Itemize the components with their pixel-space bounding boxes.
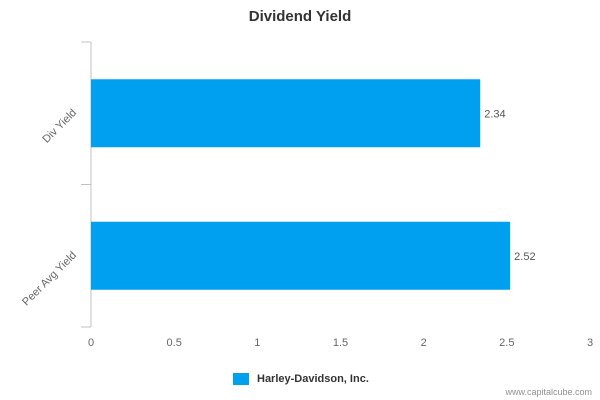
- chart-legend[interactable]: Harley-Davidson, Inc.: [233, 373, 369, 385]
- x-tick-label: 0: [88, 337, 94, 349]
- x-tick-label: 1: [254, 337, 260, 349]
- bar-value-label: 2.52: [514, 251, 535, 263]
- legend-swatch: [233, 373, 249, 385]
- bar-0[interactable]: [91, 79, 481, 148]
- x-tick-label: 2.5: [499, 337, 514, 349]
- source-credit[interactable]: www.capitalcube.com: [505, 387, 592, 397]
- chart-title: Dividend Yield: [248, 8, 352, 25]
- bar-value-label: 2.34: [484, 108, 505, 120]
- y-axis-category-labels: Div Yield Peer Avg Yield: [20, 107, 79, 308]
- y-category-label: Div Yield: [40, 107, 79, 146]
- x-tick-label: 0.5: [167, 337, 182, 349]
- chart-axes: [81, 41, 92, 328]
- chart-bars: [91, 79, 511, 290]
- y-category-label: Peer Avg Yield: [20, 249, 79, 308]
- x-axis-tick-labels: 0 0.5 1 1.5 2 2.5 3: [88, 337, 593, 349]
- x-tick-label: 2: [421, 337, 427, 349]
- chart-data-labels: 2.34 2.52: [484, 108, 535, 263]
- legend-label: Harley-Davidson, Inc.: [257, 373, 369, 385]
- x-tick-label: 3: [587, 337, 593, 349]
- x-tick-label: 1.5: [333, 337, 348, 349]
- bar-1[interactable]: [91, 221, 511, 290]
